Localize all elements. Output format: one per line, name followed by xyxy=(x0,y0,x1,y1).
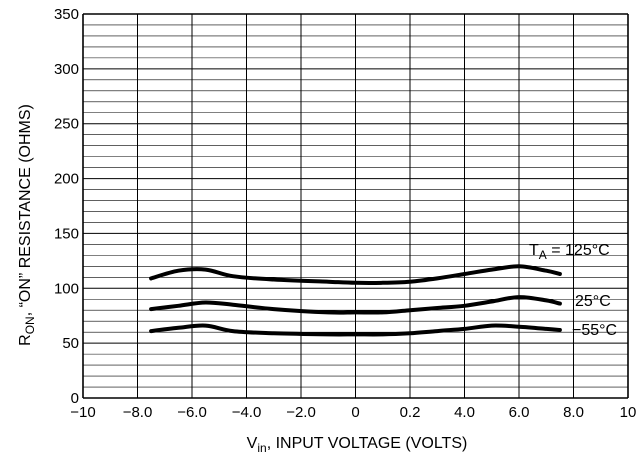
series-125c-line xyxy=(149,264,562,285)
x-tick-label: 0.2 xyxy=(400,404,421,421)
series-25c-label: 25°C xyxy=(575,293,611,310)
series-minus55c-label: −55°C xyxy=(572,322,617,339)
y-tick-label: 0 xyxy=(71,390,79,407)
series-25c-line xyxy=(149,295,562,315)
x-tick-label: 10 xyxy=(620,404,637,421)
x-tick-label: −4.0 xyxy=(232,404,262,421)
y-tick-labels: 0 50 100 150 200 250 300 350 xyxy=(54,6,79,407)
x-tick-labels: −10 −8.0 −6.0 −4.0 −2.0 0 0.2 4.0 6.0 8.0 10 xyxy=(70,404,636,421)
y-tick-label: 300 xyxy=(54,61,79,78)
x-tick-label: −8.0 xyxy=(123,404,153,421)
y-tick-label: 150 xyxy=(54,225,79,242)
series-minus55c-line xyxy=(149,323,562,337)
x-tick-label: −10 xyxy=(70,404,95,421)
series-group xyxy=(149,264,562,337)
x-tick-label: 6.0 xyxy=(509,404,530,421)
x-tick-label: −2.0 xyxy=(286,404,316,421)
y-tick-label: 200 xyxy=(54,171,79,188)
y-tick-label: 50 xyxy=(62,335,79,352)
y-axis-label: RON, “ON” RESISTANCE (OHMS) xyxy=(17,104,37,346)
x-tick-label: 8.0 xyxy=(563,404,584,421)
x-tick-label: −6.0 xyxy=(177,404,207,421)
x-tick-label: 0 xyxy=(351,404,359,421)
series-labels: TA = 125°C 25°C −55°C xyxy=(529,242,617,339)
x-axis-label: Vin, INPUT VOLTAGE (VOLTS) xyxy=(247,435,468,455)
y-tick-label: 250 xyxy=(54,116,79,133)
y-tick-label: 350 xyxy=(54,6,79,23)
grid xyxy=(82,13,629,399)
series-125c-label: TA = 125°C xyxy=(529,242,610,262)
y-tick-label: 100 xyxy=(54,280,79,297)
x-tick-label: 4.0 xyxy=(454,404,475,421)
